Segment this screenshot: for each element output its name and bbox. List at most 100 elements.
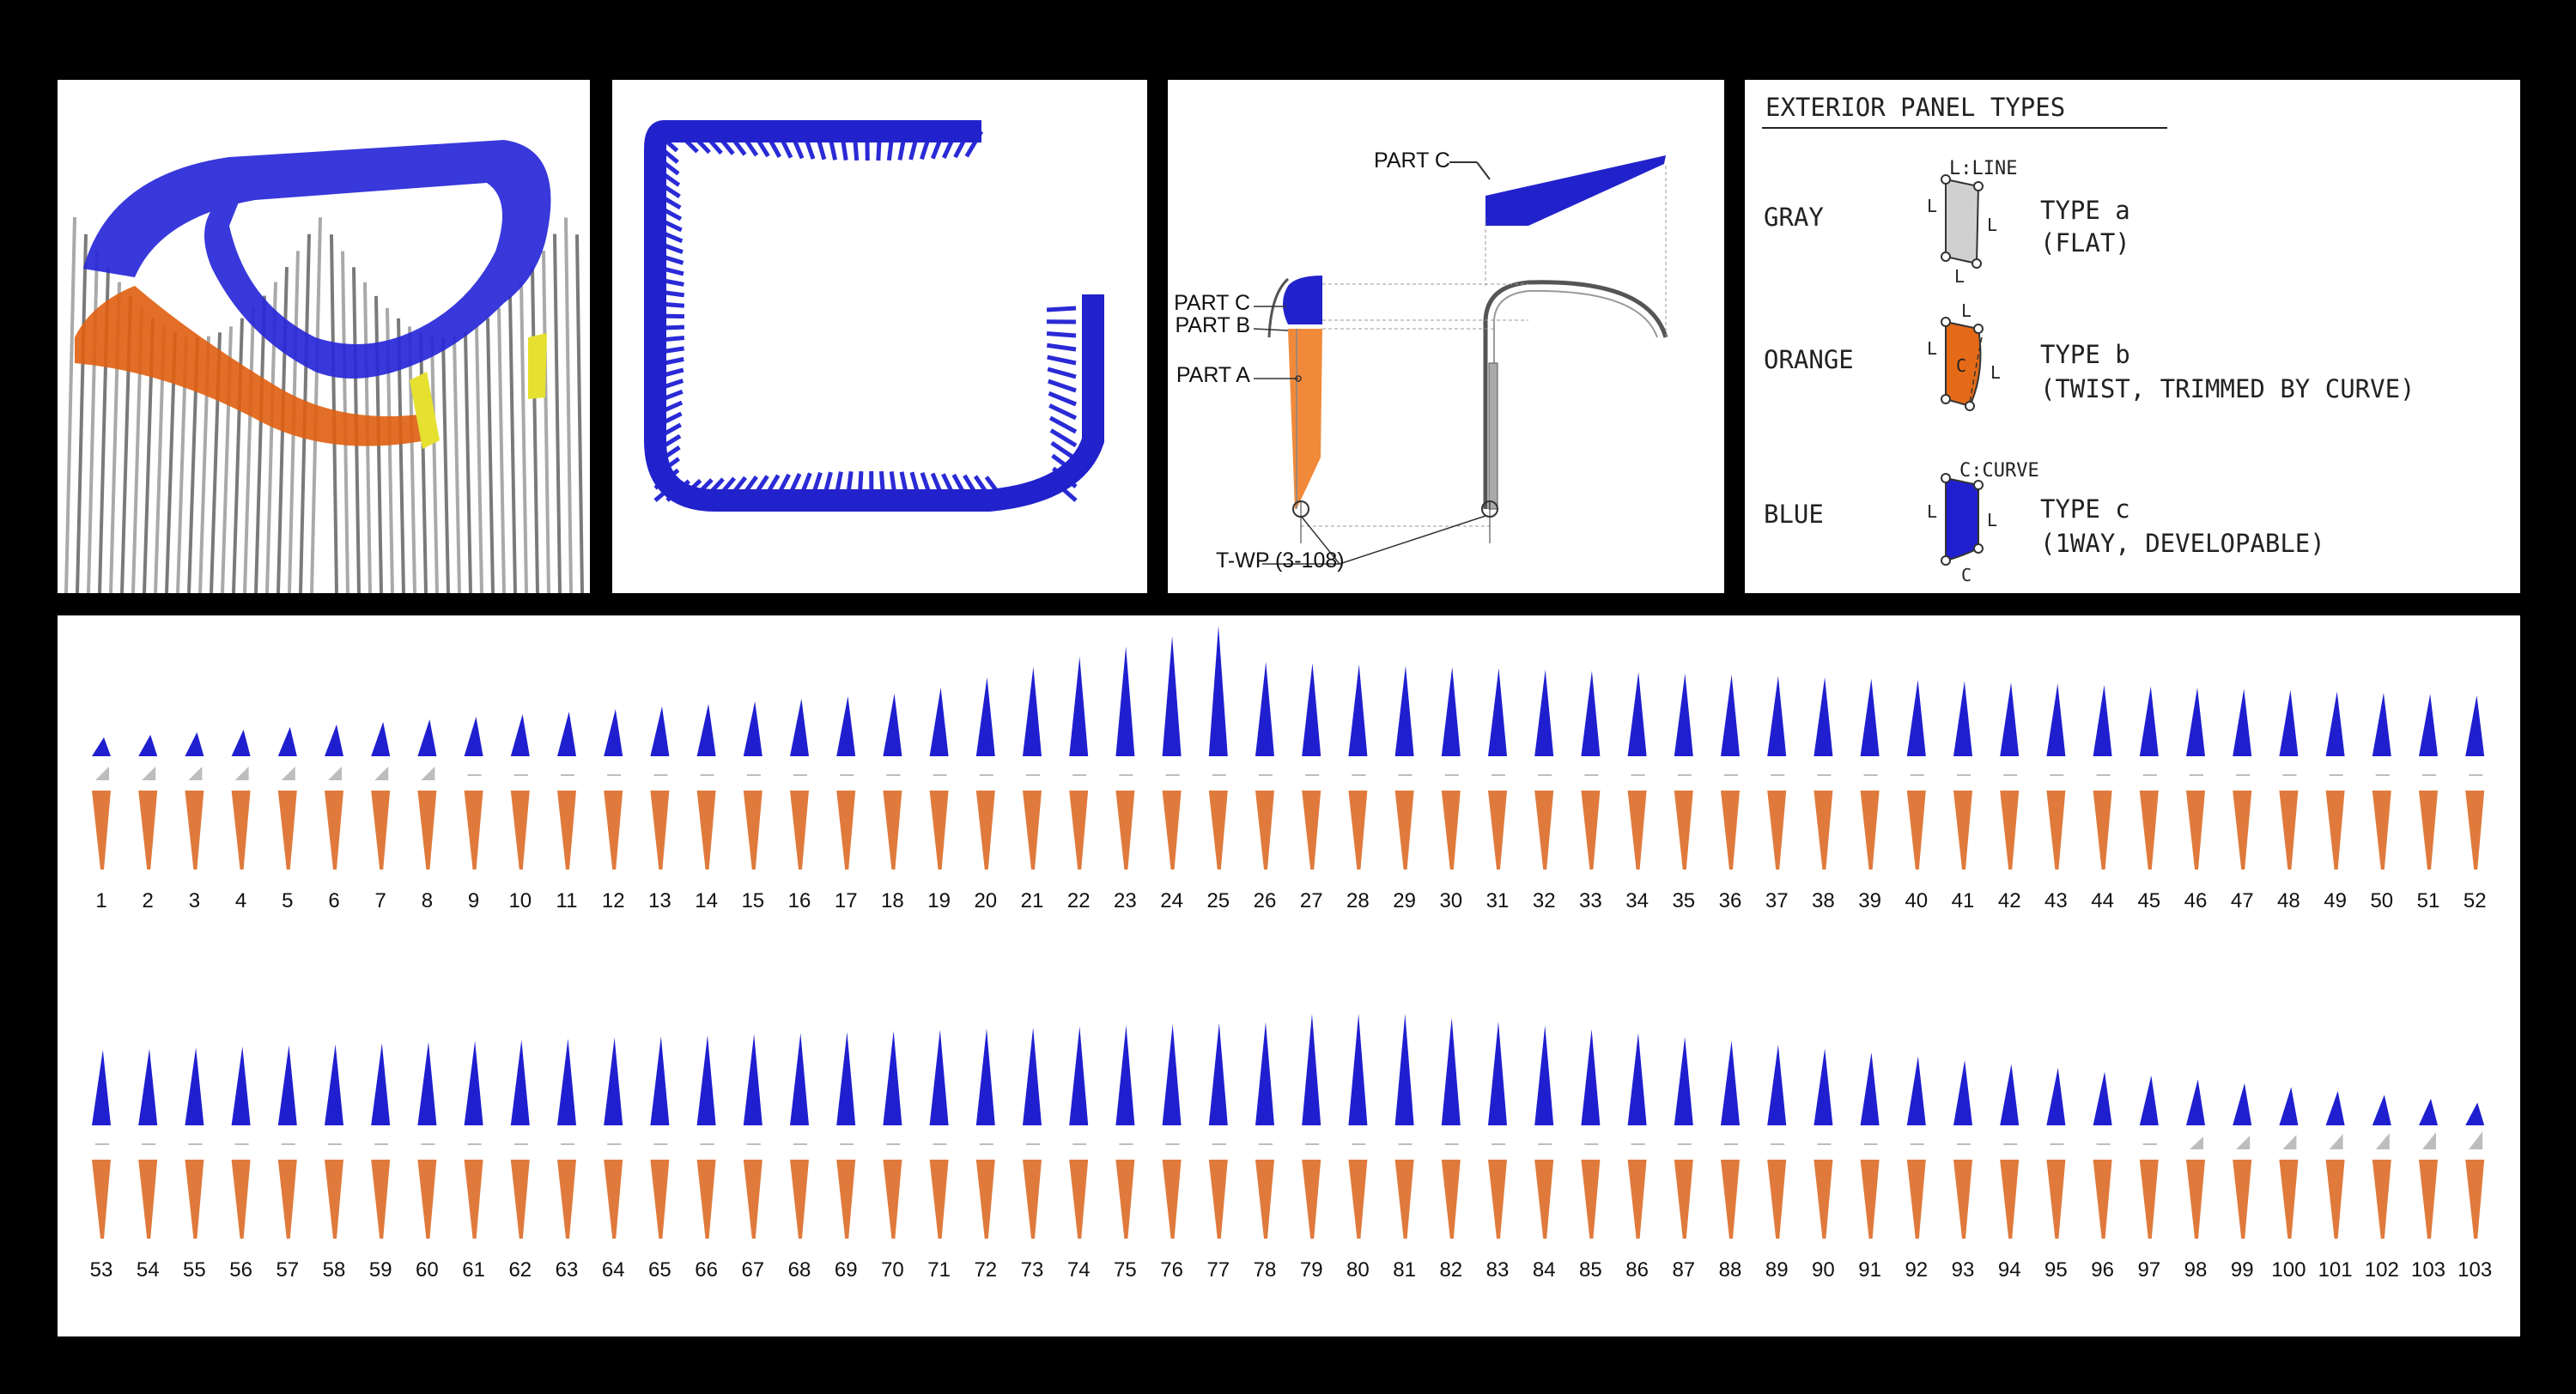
row1-panel-set: 5	[277, 727, 297, 912]
row1-panel-set: 44	[2091, 685, 2114, 912]
panel-number: 6	[328, 889, 339, 912]
gray-flat-panel	[188, 767, 203, 780]
orange-twist-panel	[1814, 1160, 1833, 1239]
panel-number: 37	[1765, 889, 1789, 912]
blue-fin	[1627, 672, 1647, 756]
plan-fin	[1048, 415, 1078, 434]
blue-fin	[2372, 1094, 2391, 1125]
row2-panel-set: 58	[323, 1044, 345, 1282]
panel-number: 4	[235, 889, 246, 912]
orange-twist-panel	[1627, 1160, 1647, 1239]
orange-twist-panel	[2419, 1160, 2438, 1239]
orange-twist-panel	[2372, 1160, 2391, 1239]
gray-flat-panel	[95, 767, 109, 780]
orange-twist-panel	[1627, 791, 1647, 870]
legend-gray-desc: (FLAT)	[2040, 228, 2130, 258]
blue-fin	[2465, 695, 2485, 756]
panel-number: 48	[2277, 889, 2300, 912]
panel-number: 94	[1998, 1258, 2021, 1282]
row1-panel-set: 23	[1114, 646, 1137, 912]
row2-panel-set: 86	[1625, 1033, 1649, 1282]
section-diagram: PART C PART C P	[1174, 148, 1668, 573]
blue-fin	[464, 717, 483, 756]
panel-number: 102	[2365, 1258, 2399, 1282]
blue-fin	[1069, 657, 1089, 756]
panel-number: 53	[90, 1258, 113, 1282]
panel-number: 103	[2458, 1258, 2492, 1282]
blue-fin	[836, 696, 856, 756]
row1-panel-set: 39	[1858, 678, 1881, 912]
row1-panel-set: 20	[974, 677, 997, 912]
blue-fin	[1860, 678, 1880, 756]
orange-twist-panel	[836, 791, 856, 870]
panel-number: 97	[2137, 1258, 2160, 1282]
plan-fin	[1048, 403, 1078, 421]
blue-fin	[371, 1043, 391, 1125]
blue-fin	[2279, 1087, 2299, 1125]
blue-fin	[510, 1039, 530, 1125]
orange-twist-panel	[2186, 791, 2205, 870]
blue-fin	[325, 724, 343, 756]
row1-panel-set: 8	[417, 719, 437, 912]
panel-number: 95	[2044, 1258, 2068, 1282]
blue-fin	[2465, 1102, 2485, 1125]
blue-fin	[929, 1029, 949, 1125]
panel-number: 29	[1393, 889, 1416, 912]
orange-twist-panel	[743, 1160, 762, 1239]
orange-twist-panel	[2325, 1160, 2345, 1239]
panel-number: 43	[2044, 889, 2068, 912]
blue-fin	[1814, 1048, 1833, 1125]
panel-number: 55	[183, 1258, 206, 1282]
panel-number: 99	[2231, 1258, 2254, 1282]
row2-panel-set: 72	[974, 1028, 997, 1282]
panel-number: 71	[927, 1258, 951, 1282]
blue-fin	[231, 730, 251, 756]
orange-twist-panel	[1906, 1160, 1926, 1239]
legend-drawing: EXTERIOR PANEL TYPES GRAY L:LINE L L L T…	[1762, 93, 2415, 585]
orange-twist-panel	[2093, 1160, 2112, 1239]
panel-number: 34	[1625, 889, 1649, 912]
plan-ring-illustration	[644, 120, 1104, 512]
mullion-line	[419, 332, 428, 593]
panel-number: 77	[1206, 1258, 1230, 1282]
orange-twist-panel	[604, 791, 623, 870]
blue-fin	[1721, 1040, 1740, 1125]
row1-panel-set: 50	[2370, 693, 2393, 912]
orange-twist-panel	[1208, 1160, 1228, 1239]
orange-twist-panel	[464, 1160, 483, 1239]
orange-twist-panel	[2139, 1160, 2159, 1239]
blue-fin	[2419, 1099, 2438, 1125]
row2-panel-set: 95	[2044, 1068, 2068, 1282]
mullion-line	[553, 233, 562, 593]
panel-number: 80	[1346, 1258, 1370, 1282]
panel-number: 79	[1300, 1258, 1323, 1282]
blue-fin	[1162, 636, 1182, 756]
panel-number: 59	[369, 1258, 392, 1282]
panel-number: 5	[282, 889, 293, 912]
row1-panel-set: 2	[138, 735, 158, 912]
blue-fin	[1115, 646, 1135, 756]
blue-fin	[696, 1035, 716, 1125]
blue-fin	[650, 706, 670, 756]
blue-fin	[1953, 681, 1972, 756]
row2-panel-set: 98	[2184, 1079, 2207, 1282]
row2-panel-set: 103	[2458, 1102, 2492, 1282]
orange-twist-panel	[1488, 791, 1507, 870]
orange-band	[75, 286, 427, 446]
orange-twist-panel	[510, 791, 530, 870]
orange-twist-panel	[2419, 791, 2438, 870]
row1-panel-set: 32	[1533, 670, 1556, 912]
legend-blue-desc: (1WAY, DEVELOPABLE)	[2040, 529, 2325, 558]
mullion-line	[497, 307, 506, 593]
blue-fin	[790, 1033, 809, 1125]
row2-panel-set: 56	[229, 1046, 252, 1282]
blue-fin	[650, 1036, 670, 1125]
row1-panel-set: 35	[1672, 673, 1695, 912]
blue-fin	[1302, 663, 1321, 756]
row2-panel-set: 73	[1021, 1027, 1043, 1282]
row1-panel-set: 45	[2137, 686, 2160, 912]
part-c-top-label: PART C	[1374, 148, 1450, 173]
blue-fin	[92, 1050, 111, 1125]
unrolled-panels-panel: 1 2 3 4 5 6 7 8 9 10 11 12 13 14 15 16 17 18 19 20 21 22 23 24 2…	[58, 615, 2520, 1336]
blue-fin	[743, 1033, 762, 1125]
